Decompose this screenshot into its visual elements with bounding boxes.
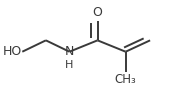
Text: N: N xyxy=(65,45,74,58)
Text: H: H xyxy=(65,60,74,70)
Text: O: O xyxy=(93,6,102,19)
Text: CH₃: CH₃ xyxy=(115,73,136,86)
Text: HO: HO xyxy=(3,45,22,58)
